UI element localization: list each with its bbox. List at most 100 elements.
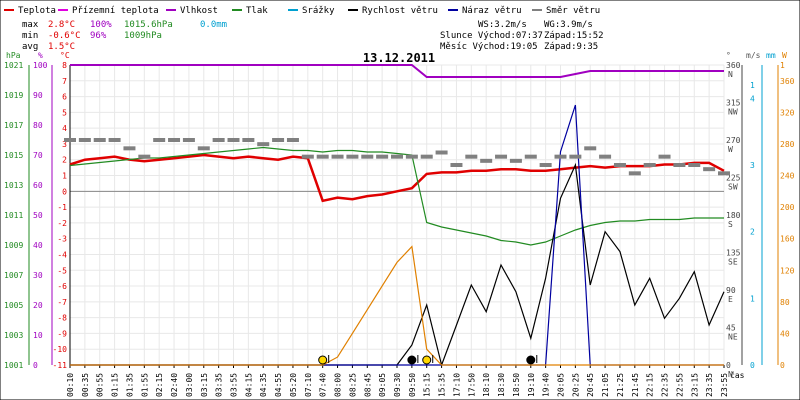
series-tlak xyxy=(69,146,724,246)
tick-x-label: 08:25 xyxy=(348,373,357,397)
tick-temp: -7 xyxy=(57,298,67,307)
tick-dir: 180 xyxy=(726,211,741,220)
markers xyxy=(318,355,538,365)
tick-x-label: 15:35 xyxy=(438,373,447,397)
tick-dir: 135 xyxy=(726,249,741,258)
legend-label: Náraz větru xyxy=(462,6,522,16)
tick-x-label: 20:25 xyxy=(571,373,580,397)
dir-point xyxy=(450,163,463,167)
tick-x-label: 03:15 xyxy=(200,373,209,397)
tick-x-label: 09:30 xyxy=(393,373,402,397)
tick-wind: 1 xyxy=(750,294,755,303)
tick-x-label: 03:00 xyxy=(185,373,194,397)
tick-temp: 1 xyxy=(62,172,67,181)
dir-point xyxy=(554,154,567,159)
dir-point xyxy=(569,154,582,159)
legend-label: Srážky xyxy=(302,6,335,16)
tick-temp: -10 xyxy=(53,345,68,354)
unit-humidity: % xyxy=(38,51,43,60)
dir-point xyxy=(123,146,136,151)
tick-hpa: 1005 xyxy=(4,301,23,310)
legend-label: Směr větru xyxy=(546,6,600,16)
legend-label: Vlhkost xyxy=(180,6,218,16)
dir-point xyxy=(584,146,597,151)
legend: Teplota Přízemní teplota Vlhkost Tlak Srážky… xyxy=(4,6,600,16)
stat-avg-label: avg xyxy=(22,42,38,52)
dir-point xyxy=(168,138,181,142)
chart-title: 13.12.2011 xyxy=(363,51,435,65)
dir-point xyxy=(658,154,671,159)
dir-point xyxy=(64,138,76,142)
tick-hum: 30 xyxy=(33,271,43,280)
tick-wind: 2 xyxy=(750,228,755,237)
stat-avg-temp: 1.5°C xyxy=(48,42,75,52)
stat-max-press: 1015.6hPa xyxy=(124,20,173,30)
dir-point xyxy=(182,138,195,142)
tick-temp: -2 xyxy=(57,219,67,228)
tick-hpa: 1013 xyxy=(4,181,23,190)
dir-point xyxy=(495,154,508,159)
stat-min-temp: -0.6°C xyxy=(48,31,81,41)
dir-point xyxy=(613,163,626,167)
tick-rain: 360 xyxy=(780,77,795,86)
moonrise-marker xyxy=(526,355,536,365)
tick-dir-letter: NE xyxy=(728,333,738,342)
tick-x-label: 21:45 xyxy=(631,373,640,397)
tick-temp: -6 xyxy=(57,282,67,291)
tick-temp: -3 xyxy=(57,235,67,244)
tick-rain: 1 xyxy=(780,61,785,70)
legend-label: Teplota xyxy=(18,6,56,16)
tick-hum: 10 xyxy=(33,331,43,340)
dir-point xyxy=(108,138,121,142)
tick-x-label: 18:30 xyxy=(497,373,506,397)
dir-point xyxy=(242,138,255,142)
dir-point xyxy=(703,167,716,172)
tick-x-label: 02:15 xyxy=(155,373,164,397)
tick-temp: 6 xyxy=(62,93,67,102)
stat-min-hum: 96% xyxy=(90,31,107,41)
tick-temp: 4 xyxy=(62,124,67,133)
stat-min-label: min xyxy=(22,31,38,41)
tick-temp: 8 xyxy=(62,61,67,70)
tick-x-label: 02:40 xyxy=(170,373,179,397)
tick-x-label: 22:55 xyxy=(675,373,684,397)
dir-point xyxy=(539,163,552,167)
legend-label: Přízemní teplota xyxy=(72,6,159,16)
dir-point xyxy=(420,154,433,159)
tick-dir: 315 xyxy=(726,99,741,108)
tick-hpa: 1001 xyxy=(4,361,23,370)
sunrise-marker xyxy=(318,355,328,365)
stat-max-hum: 100% xyxy=(90,20,112,30)
dir-point xyxy=(673,163,686,167)
dir-point xyxy=(331,154,344,159)
dir-point xyxy=(301,154,314,159)
tick-dir: 90 xyxy=(726,286,736,295)
tick-dir-letter: NW xyxy=(728,108,738,117)
tick-rain: 80 xyxy=(780,298,790,307)
tick-hpa: 1021 xyxy=(4,61,23,70)
tick-hum: 90 xyxy=(33,91,43,100)
series-vlhkost xyxy=(70,64,724,78)
tick-wind: 4 xyxy=(750,94,755,103)
legend-label: Rychlost větru xyxy=(362,6,438,16)
tick-x-label: 22:35 xyxy=(661,373,670,397)
tick-rain: 40 xyxy=(780,329,790,338)
dir-point xyxy=(93,138,106,142)
tick-hpa: 1007 xyxy=(4,271,23,280)
unit-time: čas xyxy=(730,370,745,380)
tick-wind: 1 xyxy=(750,81,755,90)
tick-rain: 120 xyxy=(780,266,795,275)
tick-rain: 280 xyxy=(780,140,795,149)
tick-x-label: 00:55 xyxy=(96,373,105,397)
dir-point xyxy=(361,154,374,159)
tick-x-label: 18:10 xyxy=(482,373,491,397)
stat-moon-set: Západ:9:35 xyxy=(544,42,598,52)
dir-point xyxy=(197,146,210,151)
stat-sun-set: Západ:15:52 xyxy=(544,31,604,41)
tick-dir-letter: SW xyxy=(728,183,738,192)
tick-wind: 3 xyxy=(750,161,755,170)
dir-point xyxy=(524,154,537,159)
dir-point xyxy=(628,171,641,176)
tick-x-label: 04:55 xyxy=(274,373,283,397)
